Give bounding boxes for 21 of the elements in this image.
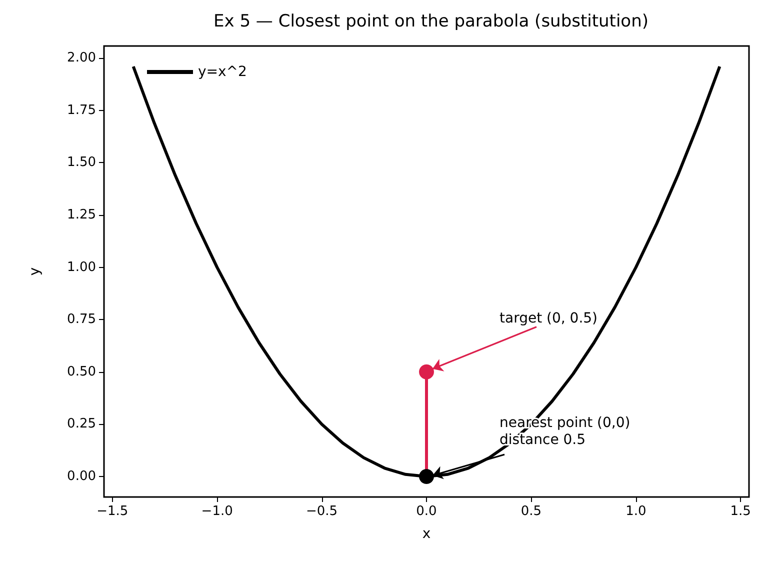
y-tick-label: 1.25 (67, 208, 96, 223)
x-tick-label: −1.0 (201, 504, 233, 519)
y-tick-label: 0.50 (67, 364, 96, 380)
x-axis-title: x (422, 526, 431, 542)
x-tick-label: −1.5 (96, 504, 128, 519)
y-tick-label: 1.00 (67, 260, 96, 275)
y-tick-label: 1.75 (67, 102, 96, 118)
x-tick-label: −0.5 (306, 504, 338, 519)
x-tick-label: 0.0 (416, 504, 437, 519)
y-tick-label: 0.25 (67, 416, 96, 432)
y-tick-label: 0.75 (67, 312, 96, 328)
x-tick-label: 1.5 (730, 504, 751, 519)
annotation: target (0, 0.5) (500, 310, 598, 326)
y-tick-label: 2.00 (67, 50, 96, 66)
legend-label: y=x^2 (198, 64, 247, 80)
y-tick-label: 1.50 (67, 155, 96, 170)
chart-title: Ex 5 — Closest point on the parabola (substitution) (214, 12, 648, 32)
y-axis-title: y (27, 267, 43, 276)
x-tick-label: 1.0 (626, 504, 646, 519)
x-tick-label: 0.5 (520, 504, 542, 519)
y-tick-label: 0.00 (67, 469, 96, 484)
